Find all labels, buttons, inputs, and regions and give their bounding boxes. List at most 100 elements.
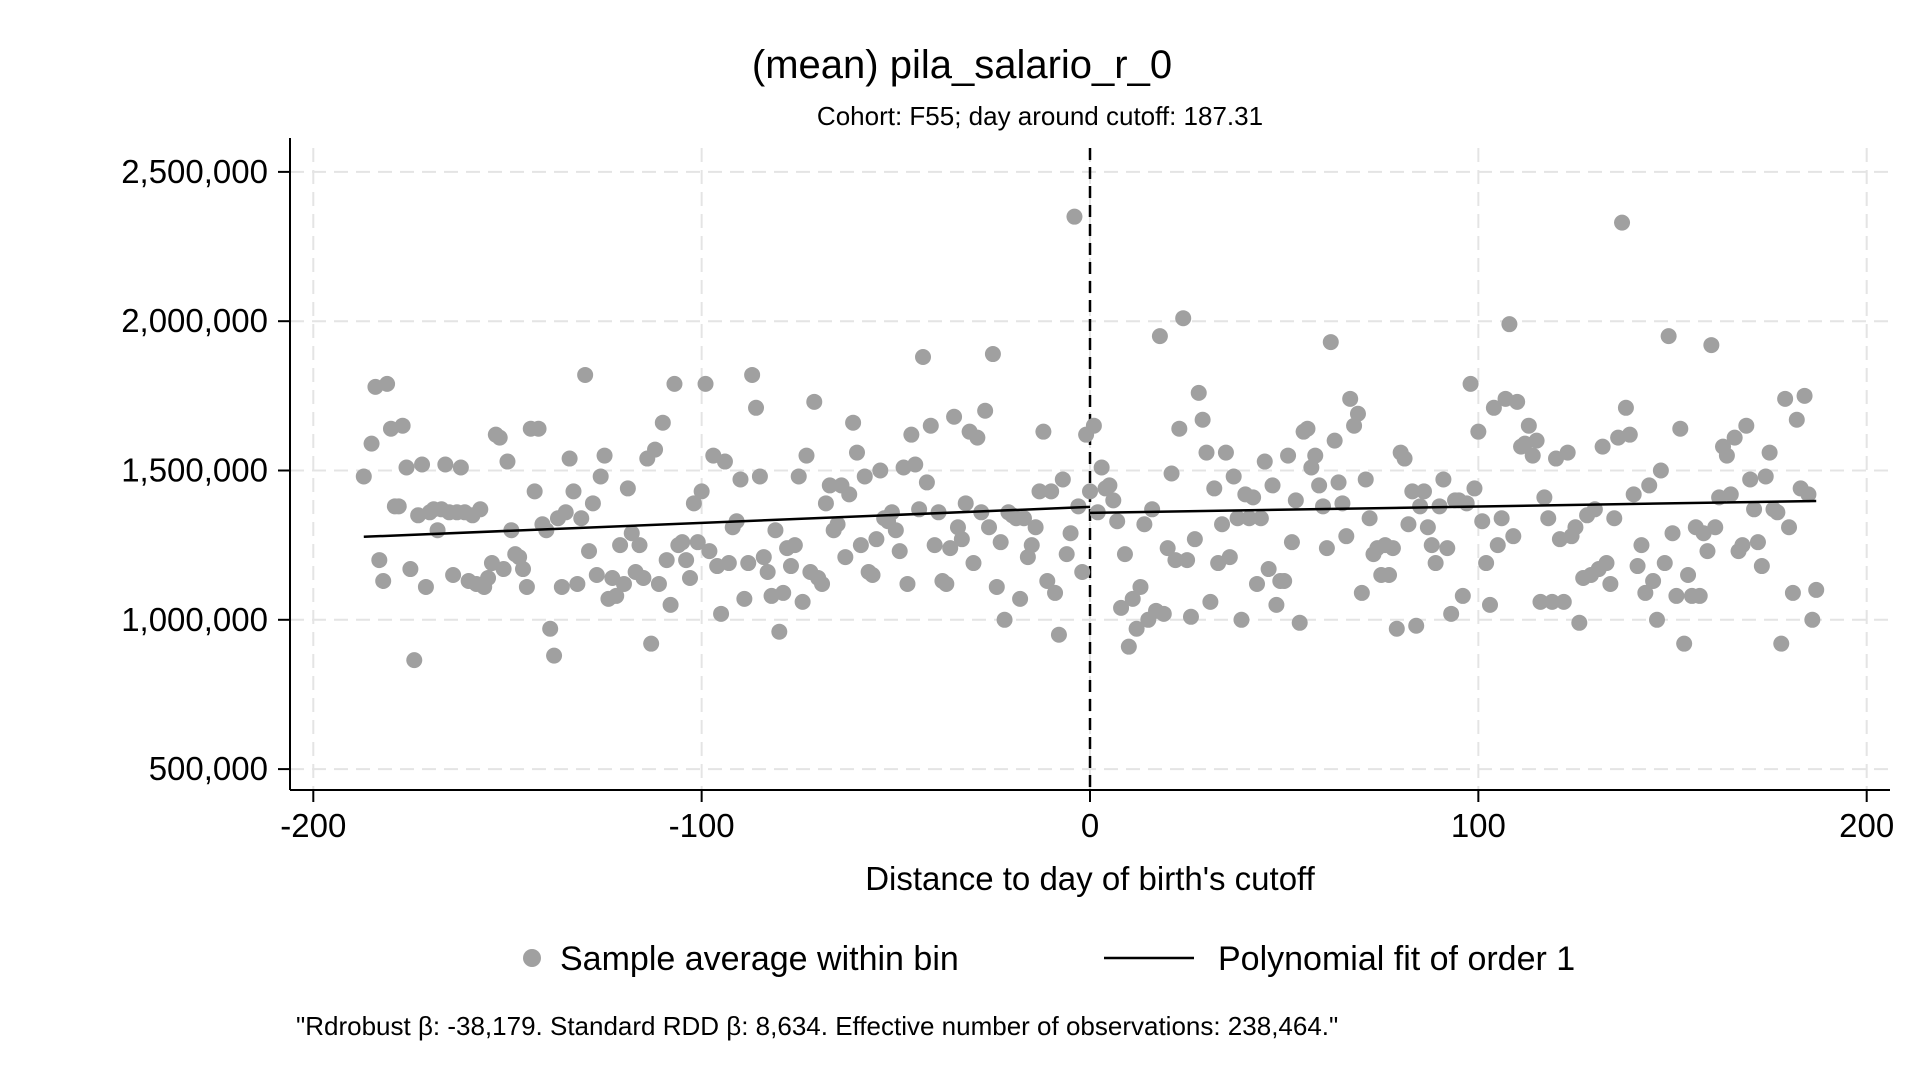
- scatter-point: [1718, 447, 1735, 464]
- scatter-point: [1276, 572, 1293, 589]
- scatter-point: [1031, 483, 1048, 500]
- scatter-point: [790, 468, 807, 485]
- scatter-point: [1299, 420, 1316, 437]
- x-axis-title: Distance to day of birth's cutoff: [865, 860, 1315, 897]
- scatter-point: [569, 575, 586, 592]
- y-tick-label: 2,500,000: [121, 153, 268, 190]
- scatter-point: [561, 450, 578, 467]
- scatter-point: [1330, 474, 1347, 491]
- scatter-point: [394, 417, 411, 434]
- scatter-point: [697, 375, 714, 392]
- scatter-point: [1202, 593, 1219, 610]
- scatter-point: [1734, 537, 1751, 554]
- scatter-point: [1307, 447, 1324, 464]
- scatter-point: [596, 447, 613, 464]
- scatter-point: [744, 366, 761, 383]
- scatter-point: [631, 537, 648, 554]
- scatter-point: [1617, 399, 1634, 416]
- scatter-point: [662, 596, 679, 613]
- scatter-point: [1105, 492, 1122, 509]
- scatter-point: [1800, 486, 1817, 503]
- scatter-point: [1151, 328, 1168, 345]
- scatter-point: [1054, 471, 1071, 488]
- scatter-point: [417, 578, 434, 595]
- scatter-point: [1155, 605, 1172, 622]
- scatter-point: [499, 453, 516, 470]
- scatter-point: [926, 537, 943, 554]
- scatter-point: [821, 477, 838, 494]
- scatter-point: [1225, 468, 1242, 485]
- scatter-point: [1804, 611, 1821, 628]
- scatter-point: [1707, 519, 1724, 536]
- scatter-point: [1524, 447, 1541, 464]
- scatter-point: [363, 435, 380, 452]
- scatter-point: [798, 447, 815, 464]
- scatter-point: [732, 471, 749, 488]
- scatter-point: [953, 531, 970, 548]
- scatter-point: [1113, 599, 1130, 616]
- y-tick-label: 2,000,000: [121, 302, 268, 339]
- scatter-point: [1419, 519, 1436, 536]
- scatter-point: [864, 567, 881, 584]
- scatter-point: [891, 543, 908, 560]
- scatter-point: [907, 456, 924, 473]
- scatter-point: [1338, 528, 1355, 545]
- scatter-point: [1470, 423, 1487, 440]
- x-tick-label: -200: [280, 807, 346, 844]
- legend: Sample average within bin Polynomial fit…: [523, 940, 1575, 978]
- scatter-point: [1672, 420, 1689, 437]
- scatter-point: [1540, 510, 1557, 527]
- scatter-point: [1357, 471, 1374, 488]
- scatter-point: [1808, 581, 1825, 598]
- scatter-point: [1015, 510, 1032, 527]
- scatter-point: [716, 453, 733, 470]
- legend-scatter-label: Sample average within bin: [560, 940, 959, 978]
- scatter-point: [903, 426, 920, 443]
- scatter-point: [1179, 552, 1196, 569]
- scatter-point: [1194, 411, 1211, 428]
- x-tick-label: 100: [1451, 807, 1506, 844]
- scatter-point: [1637, 584, 1654, 601]
- scatter-point: [1381, 567, 1398, 584]
- scatter-point: [612, 537, 629, 554]
- scatter-point: [647, 441, 664, 458]
- scatter-point: [1528, 432, 1545, 449]
- scatter-point: [1722, 486, 1739, 503]
- x-tick-label: 200: [1839, 807, 1894, 844]
- scatter-point: [1742, 471, 1759, 488]
- scatter-point: [1206, 480, 1223, 497]
- scatter-point: [1039, 572, 1056, 589]
- scatter-point: [1788, 411, 1805, 428]
- y-tick-label: 500,000: [149, 750, 268, 787]
- scatter-point: [414, 456, 431, 473]
- scatter-point: [942, 540, 959, 557]
- scatter-point: [1214, 516, 1231, 533]
- scatter-point: [988, 578, 1005, 595]
- scatter-point: [1082, 483, 1098, 500]
- scatter-point: [856, 468, 873, 485]
- scatter-point: [1423, 537, 1440, 554]
- scatter-point: [1567, 519, 1584, 536]
- scatter-point: [1746, 501, 1763, 518]
- scatter-point: [1342, 390, 1359, 407]
- scatter-points: [355, 208, 1825, 669]
- scatter-point: [720, 555, 737, 572]
- scatter-point: [1318, 540, 1335, 557]
- scatter-point: [1190, 384, 1207, 401]
- fit-line-segment: [363, 505, 1091, 539]
- chart-subtitle: Cohort: F55; day around cutoff: 187.31: [817, 101, 1263, 131]
- scatter-point: [1505, 528, 1522, 545]
- scatter-point: [581, 543, 598, 560]
- scatter-point: [1175, 310, 1192, 327]
- scatter-point: [1322, 334, 1339, 351]
- scatter-point: [1439, 540, 1456, 557]
- scatter-point: [553, 578, 570, 595]
- scatter-point: [1062, 525, 1079, 542]
- scatter-point: [1536, 489, 1553, 506]
- scatter-point: [1283, 534, 1300, 551]
- scatter-point: [577, 366, 594, 383]
- scatter-point: [1781, 519, 1798, 536]
- scatter-point: [1291, 614, 1308, 631]
- scatter-point: [1116, 546, 1133, 563]
